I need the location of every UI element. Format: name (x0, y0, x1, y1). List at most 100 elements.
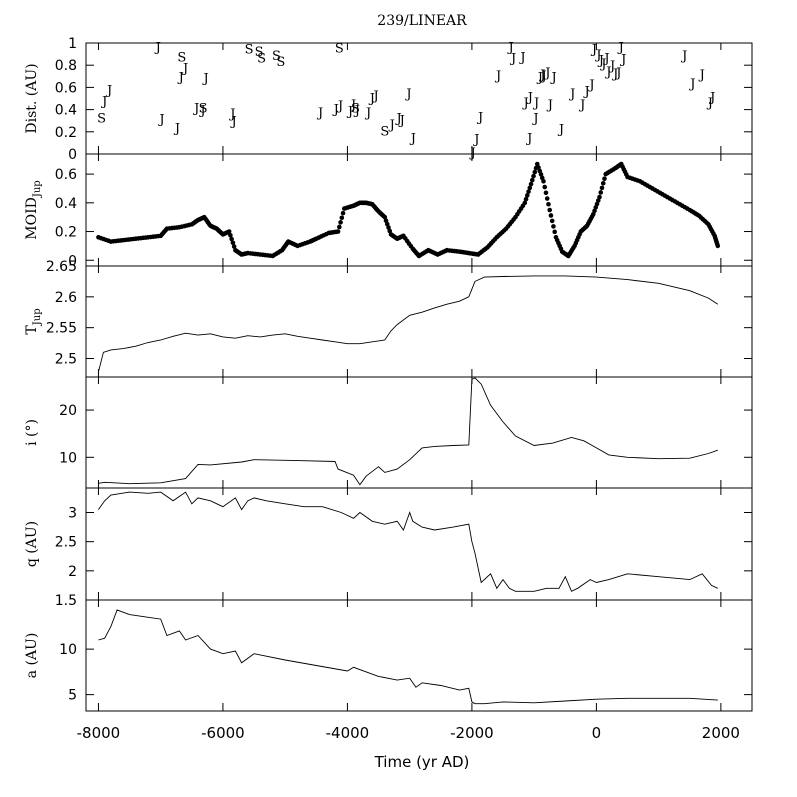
y-tick-label: 0 (68, 253, 77, 269)
encounter-marker-J: J (192, 101, 199, 116)
y-label-main: T (24, 325, 40, 335)
y-tick-label: 0.4 (55, 103, 77, 119)
moid-point (599, 185, 605, 191)
encounter-marker-J: J (590, 43, 597, 58)
moid-point (544, 196, 550, 201)
x-axis: -8000 -6000 -4000 -2000 0 2000 (77, 724, 740, 742)
moid-point (231, 244, 237, 249)
y-tick-label: 1.5 (55, 593, 77, 609)
y-tick-label: 5 (68, 688, 77, 704)
moid-panel: 0 0.2 0.4 0.6 MOIDJup (24, 153, 753, 269)
x-tick-label: -6000 (201, 724, 245, 742)
encounter-marker-J: J (202, 71, 209, 86)
moid-point (228, 232, 233, 238)
moid-point (528, 181, 534, 187)
encounter-marker-J: J (332, 102, 339, 117)
y-tick-label: 0.2 (55, 225, 77, 241)
encounter-marker-J: J (353, 104, 360, 119)
encounter-marker-J: J (371, 89, 378, 104)
inc-series-line (98, 377, 718, 486)
moid-point (522, 200, 528, 206)
moid-point (549, 218, 555, 224)
tjup-panel: 2.5 2.55 2.6 2.65 TJup (24, 259, 753, 378)
encounter-marker-J: J (509, 51, 516, 66)
y-tick-label: 2.55 (46, 321, 77, 337)
moid-point (598, 190, 604, 195)
encounter-marker-S: S (351, 101, 360, 116)
y-tick-label: 2.5 (55, 352, 77, 368)
encounter-marker-S: S (199, 101, 208, 116)
encounter-marker-S: S (276, 55, 285, 70)
tjup-y-label: TJup (24, 308, 43, 334)
moid-point (532, 169, 538, 175)
encounter-marker-J: J (608, 59, 615, 74)
encounter-marker-J: J (404, 87, 411, 102)
moid-point (541, 178, 546, 184)
encounter-marker-J: J (680, 49, 687, 64)
encounter-marker-J: J (494, 69, 501, 84)
encounter-marker-J: J (476, 110, 483, 125)
moid-point (335, 229, 341, 234)
encounter-marker-J: J (177, 70, 184, 85)
moid-point (230, 240, 236, 246)
q-frame (85, 487, 753, 601)
encounter-marker-J: J (181, 61, 188, 76)
moid-point (526, 189, 531, 194)
encounter-marker-J: J (538, 68, 545, 83)
moid-point (229, 236, 234, 242)
y-tick-label: 2 (68, 564, 77, 580)
y-tick-label: 0.6 (55, 80, 77, 96)
encounter-marker-J: J (349, 98, 356, 113)
encounter-marker-J: J (154, 40, 161, 55)
x-tick-label: 0 (592, 724, 602, 742)
encounter-marker-J: J (688, 77, 695, 92)
moid-point (546, 201, 551, 207)
encounter-marker-J: J (582, 85, 589, 100)
encounter-marker-J: J (698, 68, 705, 83)
moid-point (597, 194, 602, 200)
encounter-marker-J: J (518, 50, 525, 65)
encounter-marker-J: J (346, 105, 353, 120)
moid-point (226, 229, 232, 234)
encounter-marker-J: J (336, 99, 343, 114)
encounter-marker-J: J (602, 51, 609, 66)
encounter-marker-J: J (597, 54, 604, 69)
moid-point (715, 243, 721, 249)
y-tick-label: 2.65 (46, 259, 77, 275)
encounter-marker-J: J (546, 98, 553, 113)
encounter-marker-J: J (394, 111, 401, 126)
encounter-marker-J: J (409, 131, 416, 146)
y-tick-label: 2.6 (55, 290, 77, 306)
encounter-marker-J: J (532, 96, 539, 111)
moid-point (529, 177, 535, 183)
encounter-marker-S: S (177, 50, 186, 65)
moid-point (523, 196, 529, 202)
encounter-marker-J: J (708, 90, 715, 105)
a-series-line (98, 609, 718, 705)
encounter-marker-S: S (255, 45, 264, 60)
encounter-marker-J: J (525, 131, 532, 146)
y-tick-label: 0.8 (55, 58, 77, 74)
y-tick-label: 3 (68, 506, 77, 522)
encounter-marker-J: J (617, 40, 624, 55)
moid-point (543, 190, 549, 196)
encounter-marker-J: J (557, 122, 564, 137)
encounter-marker-J: J (568, 87, 575, 102)
encounter-marker-J: J (614, 66, 621, 81)
encounter-marker-J: J (198, 104, 205, 119)
q-panel: 1.5 2 2.5 3 q (AU) (24, 487, 753, 609)
encounter-marker-J: J (398, 114, 405, 129)
encounter-marker-J: J (594, 48, 601, 63)
moid-point (337, 224, 342, 230)
y-label-subscript: Jup (32, 180, 43, 198)
y-tick-label: 0.4 (55, 196, 77, 212)
x-tick-label: -2000 (450, 724, 494, 742)
a-y-label: a (AU) (24, 633, 40, 679)
y-tick-label: 10 (59, 642, 77, 658)
moid-point (600, 180, 606, 186)
encounter-marker-J: J (368, 91, 375, 106)
encounter-marker-S: S (97, 111, 106, 126)
a-panel: 5 10 a (AU) (24, 599, 753, 712)
